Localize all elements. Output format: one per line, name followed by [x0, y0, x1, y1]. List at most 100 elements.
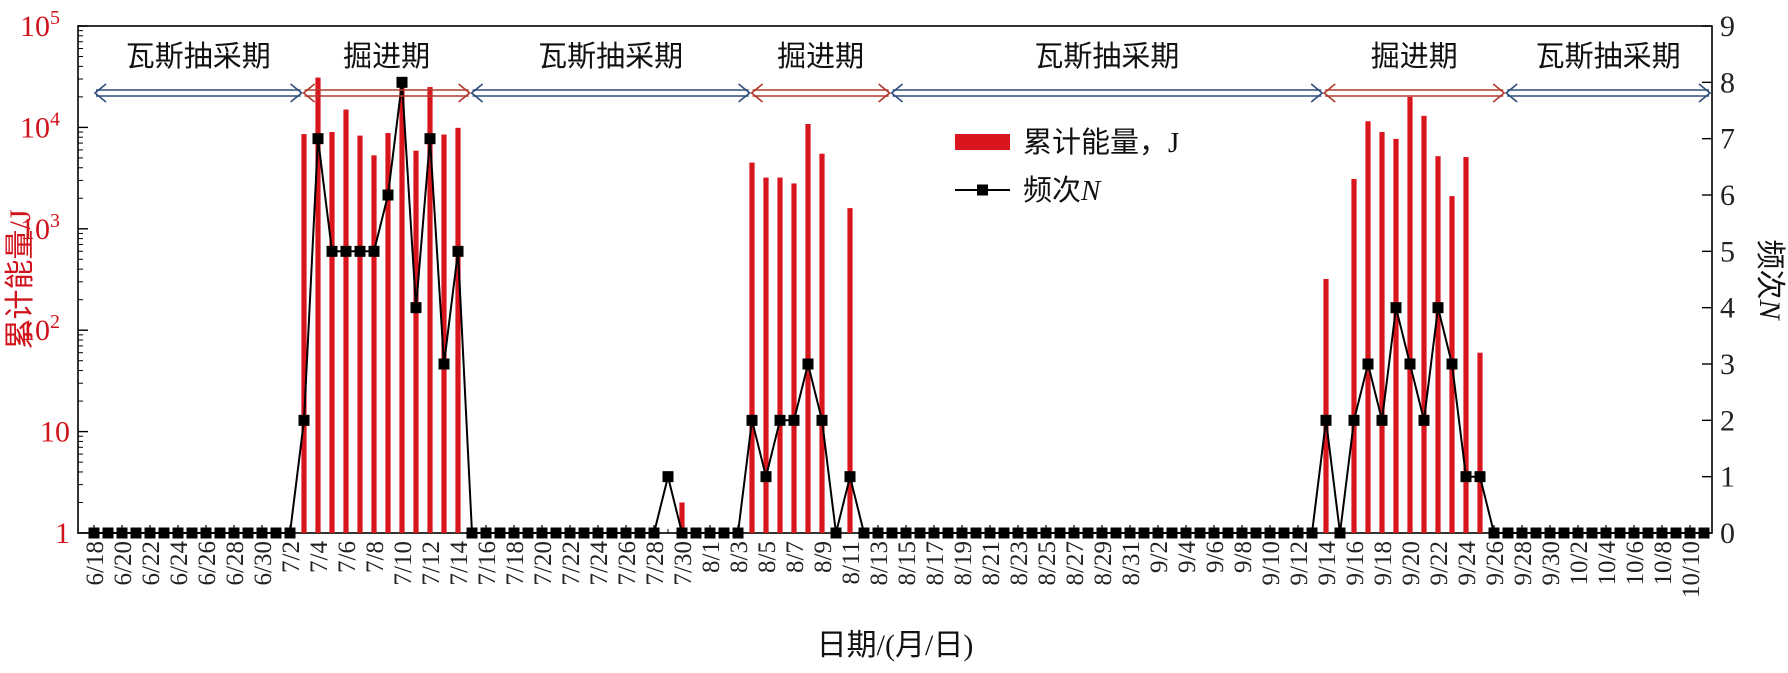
frequency-point: [410, 302, 422, 314]
frequency-point: [424, 133, 436, 145]
frequency-point: [732, 527, 744, 539]
x-axis-title: 日期/(月/日): [817, 629, 974, 662]
frequency-point: [1628, 527, 1640, 539]
frequency-point: [1502, 527, 1514, 539]
energy-bar: [847, 208, 853, 533]
energy-bar: [805, 124, 811, 533]
energy-bar: [791, 183, 797, 533]
energy-bar: [301, 134, 307, 533]
energy-bar: [1463, 157, 1469, 534]
frequency-point: [270, 527, 282, 539]
phase-arrow-head-right: [1492, 83, 1506, 103]
x-tick-label: 6/28: [222, 541, 249, 585]
frequency-point: [284, 527, 296, 539]
x-tick-label: 9/12: [1286, 541, 1313, 585]
phase-arrow-head-left: [750, 83, 764, 103]
energy-bar: [1365, 121, 1371, 533]
left-tick-label: 104: [20, 108, 60, 144]
frequency-point: [774, 414, 786, 426]
frequency-point: [1670, 527, 1682, 539]
frequency-point: [1698, 527, 1710, 539]
frequency-point: [1236, 527, 1248, 539]
x-tick-label: 10/2: [1566, 541, 1593, 585]
right-tick-label: 9: [1720, 10, 1735, 43]
frequency-point: [1404, 358, 1416, 370]
energy-bar: [819, 153, 825, 533]
energy-bar: [777, 177, 783, 533]
x-tick-label: 7/10: [390, 541, 417, 585]
frequency-point: [1390, 302, 1402, 314]
frequency-point: [1222, 527, 1234, 539]
frequency-point: [844, 471, 856, 483]
frequency-point: [1446, 358, 1458, 370]
left-tick-label: 102: [20, 311, 60, 347]
energy-bar: [749, 162, 755, 533]
x-tick-label: 7/26: [614, 541, 641, 585]
frequency-point: [788, 414, 800, 426]
x-tick-label: 7/24: [586, 541, 613, 586]
frequency-point: [1096, 527, 1108, 539]
x-tick-label: 8/23: [1006, 541, 1033, 585]
frequency-point: [592, 527, 604, 539]
right-tick-label: 0: [1720, 517, 1735, 550]
x-tick-label: 9/18: [1370, 541, 1397, 585]
frequency-point: [634, 527, 646, 539]
frequency-point: [942, 527, 954, 539]
x-tick-label: 8/15: [894, 541, 921, 585]
x-tick-label: 8/25: [1034, 541, 1061, 585]
frequency-point: [438, 358, 450, 370]
x-tick-label: 8/7: [782, 541, 809, 573]
frequency-point: [984, 527, 996, 539]
energy-bar: [413, 150, 419, 533]
x-tick-label: 6/26: [194, 541, 221, 585]
x-tick-label: 6/22: [138, 541, 165, 585]
frequency-point: [1530, 527, 1542, 539]
x-tick-label: 9/4: [1174, 541, 1201, 573]
x-tick-label: 10/8: [1650, 541, 1677, 585]
left-tick-label: 103: [20, 210, 60, 246]
x-tick-label: 8/27: [1062, 541, 1089, 585]
energy-bar: [441, 134, 447, 533]
energy-bar: [315, 77, 321, 533]
frequency-point: [354, 245, 366, 257]
energy-bar: [679, 502, 685, 533]
x-tick-label: 8/11: [838, 541, 865, 585]
x-tick-label: 10/6: [1622, 541, 1649, 585]
x-tick-label: 7/30: [670, 541, 697, 585]
x-tick-label: 7/20: [530, 541, 557, 585]
left-tick-label: 105: [20, 7, 60, 43]
frequency-point: [186, 527, 198, 539]
right-tick-label: 8: [1720, 66, 1735, 99]
frequency-point: [998, 527, 1010, 539]
frequency-point: [1292, 527, 1304, 539]
right-tick-label: 2: [1720, 404, 1735, 437]
x-tick-label: 7/2: [278, 541, 305, 573]
frequency-point: [886, 527, 898, 539]
frequency-point: [1040, 527, 1052, 539]
frequency-point: [1250, 527, 1262, 539]
frequency-point: [116, 527, 128, 539]
x-tick-label: 8/19: [950, 541, 977, 585]
phase-arrow-head-left: [1322, 83, 1336, 103]
x-tick-label: 9/22: [1426, 541, 1453, 585]
frequency-point: [1124, 527, 1136, 539]
phase-label: 掘进期: [777, 40, 864, 73]
x-tick-label: 8/17: [922, 541, 949, 585]
x-tick-label: 7/14: [446, 541, 473, 586]
right-tick-label: 6: [1720, 179, 1735, 212]
right-tick-label: 3: [1720, 348, 1735, 381]
phase-label: 瓦斯抽采期: [1034, 40, 1179, 73]
frequency-point: [1152, 527, 1164, 539]
x-tick-label: 9/28: [1510, 541, 1537, 585]
frequency-point: [1278, 527, 1290, 539]
phase-arrow-head-left: [470, 83, 484, 103]
frequency-point: [102, 527, 114, 539]
frequency-point: [1166, 527, 1178, 539]
frequency-point: [522, 527, 534, 539]
frequency-point: [1306, 527, 1318, 539]
phase-arrow-head-right: [290, 83, 303, 103]
phase-arrow-head-right: [738, 83, 751, 103]
frequency-point: [1348, 414, 1360, 426]
frequency-point: [130, 527, 142, 539]
x-tick-label: 9/30: [1538, 541, 1565, 585]
